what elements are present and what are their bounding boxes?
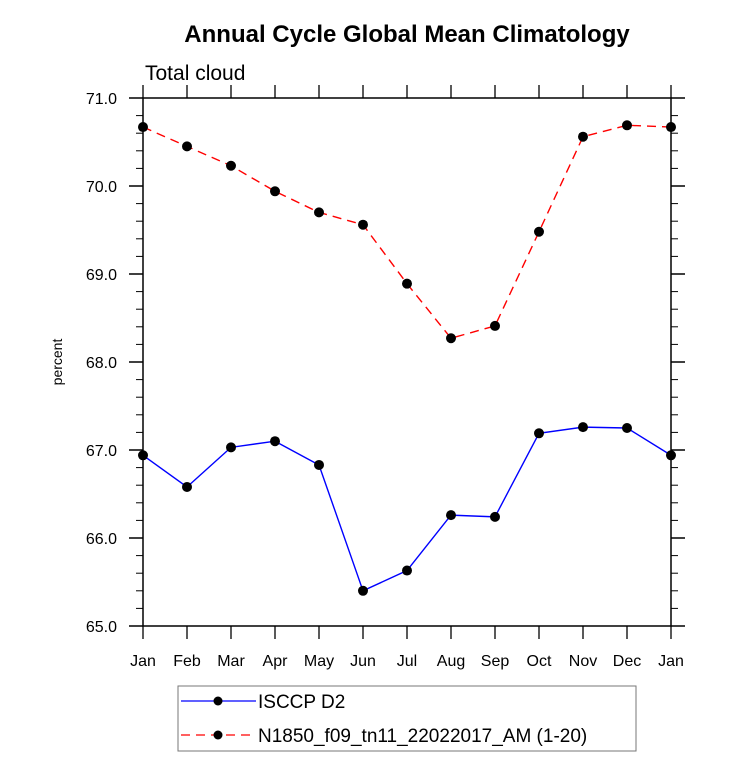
y-tick-label: 66.0 [86,531,117,548]
y-tick-label: 71.0 [86,91,117,108]
axes: 65.0 66.0 67.0 68.0 69.0 70.0 71.0 Jan Feb Mar Apr… [86,85,685,670]
series-line [142,124,672,340]
data-point [314,459,324,470]
plot-frame [142,97,672,627]
y-tick-label: 70.0 [86,179,117,196]
x-tick-label: Nov [569,653,597,670]
data-point [182,141,192,152]
data-point [182,481,192,492]
data-point [226,160,236,171]
data-point [402,565,412,576]
legend-label-isccp: ISCCP D2 [258,692,345,713]
data-point [314,207,324,218]
data-point [446,333,456,344]
data-point [446,510,456,521]
x-tick-label: Jan [130,653,156,670]
y-tick-label: 65.0 [86,619,117,636]
data-point [138,450,148,461]
data-point [490,511,500,522]
data-point [270,186,280,197]
legend: ISCCP D2 N1850_f09_tn11_22022017_AM (1-2… [177,685,637,752]
data-point [622,120,632,131]
x-tick-label: Jun [350,653,376,670]
x-tick-label: Dec [613,653,641,670]
y-tick-label: 67.0 [86,443,117,460]
data-point [358,585,368,596]
legend-marker-isccp [213,696,223,706]
data-point [622,423,632,433]
data-point [666,122,676,133]
series-isccp-d2 [138,422,676,596]
x-tick-label: Mar [217,653,245,670]
legend-label-model: N1850_f09_tn11_22022017_AM (1-20) [258,726,587,747]
data-point [138,122,148,133]
x-tick-label: Aug [437,653,465,670]
data-point [402,278,412,289]
series-model [138,120,676,344]
data-point [666,450,676,461]
x-tick-label: Oct [527,653,552,670]
data-point [534,226,544,237]
series-layer [138,120,676,596]
legend-box [177,685,637,752]
data-point [534,428,544,439]
data-point [578,131,588,142]
x-tick-label: Feb [173,653,201,670]
chart-subtitle: Total cloud [145,62,245,85]
data-point [578,422,588,433]
data-point [270,436,280,447]
y-axis-label: percent [49,339,65,386]
data-point [358,219,368,230]
x-tick-label: May [304,653,334,670]
y-tick-label: 69.0 [86,267,117,284]
data-point [490,320,500,331]
x-tick-label: Apr [263,653,289,670]
legend-marker-model [213,730,223,740]
x-tick-label: Jan [658,653,684,670]
chart-title: Annual Cycle Global Mean Climatology [184,21,630,48]
data-point [226,442,236,453]
x-tick-label: Sep [481,653,510,670]
y-tick-label: 68.0 [86,355,117,372]
x-tick-label: Jul [397,653,417,670]
